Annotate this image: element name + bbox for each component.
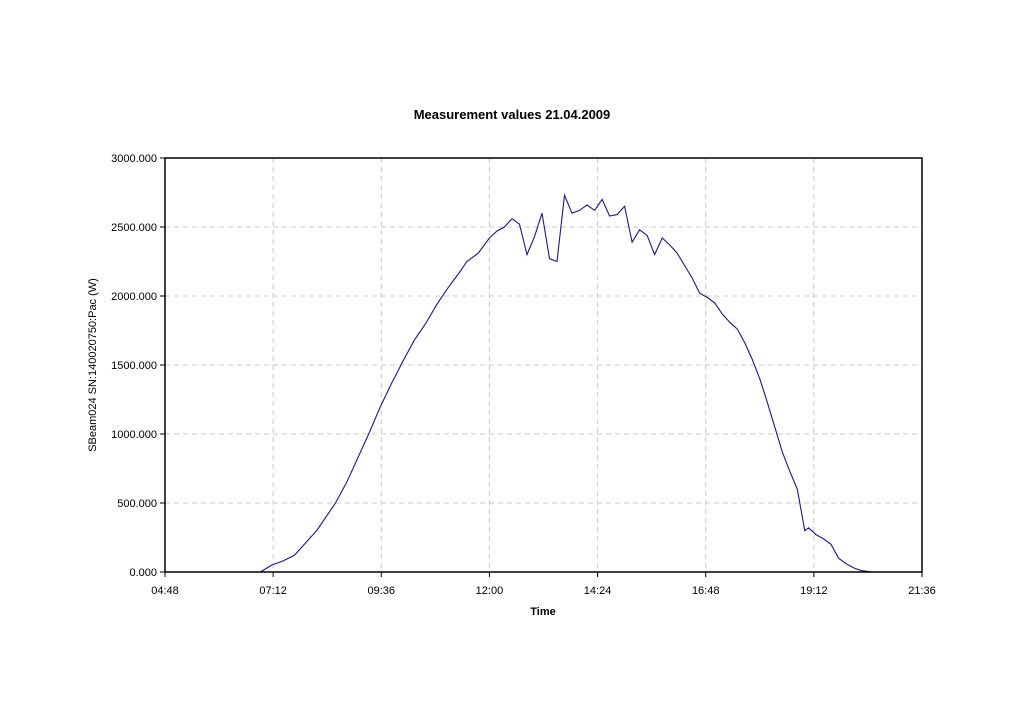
x-tick-label: 16:48 [692,585,720,597]
y-axis: 0.000 500.000 1000.000 1500.000 2000.000 2500… [111,153,165,579]
y-tick-label: 500.000 [117,498,157,510]
x-axis-title: Time [530,606,555,618]
y-axis-title: SBeam024 SN:140020750:Pac (W) [87,278,99,452]
x-tick-label: 09:36 [368,585,396,597]
x-tick-label: 12:00 [476,585,504,597]
x-tick-label: 04:48 [151,585,179,597]
y-tick-label: 0.000 [129,567,157,579]
series-line-pac [260,193,895,573]
x-tick-label: 21:36 [908,585,936,597]
y-tick-label: 2500.000 [111,222,157,234]
plot-area [260,193,895,573]
y-tick-label: 1500.000 [111,360,157,372]
x-tick-label: 14:24 [584,585,612,597]
grid [165,158,922,572]
chart-title: Measurement values 21.04.2009 [414,107,611,122]
x-axis: 04:48 07:12 09:36 12:00 14:24 16:48 19:12 21:36 [151,572,936,597]
y-tick-label: 3000.000 [111,153,157,165]
x-tick-label: 19:12 [800,585,828,597]
y-tick-label: 1000.000 [111,429,157,441]
y-tick-label: 2000.000 [111,291,157,303]
x-tick-label: 07:12 [259,585,287,597]
